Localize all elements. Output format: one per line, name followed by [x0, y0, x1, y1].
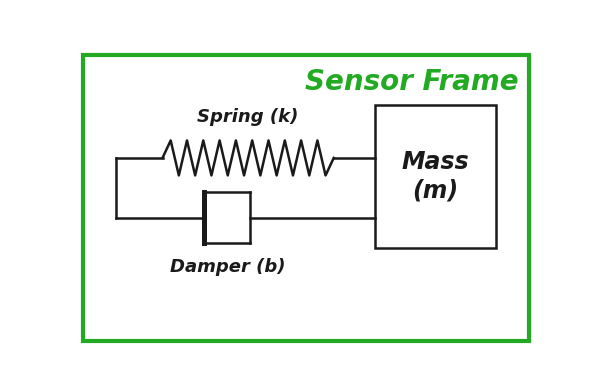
- Text: Mass
(m): Mass (m): [402, 151, 469, 202]
- Text: Damper (b): Damper (b): [170, 258, 285, 276]
- Text: Sensor Frame: Sensor Frame: [305, 68, 519, 96]
- Bar: [376, 105, 496, 248]
- Text: Spring (k): Spring (k): [198, 108, 299, 126]
